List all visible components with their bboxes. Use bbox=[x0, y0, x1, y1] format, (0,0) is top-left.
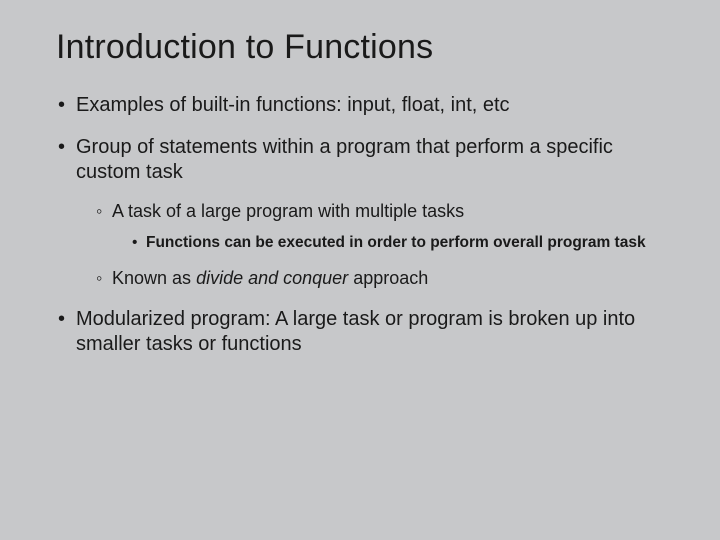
bullet-list: Examples of built-in functions: input, f… bbox=[56, 93, 664, 358]
bullet-text: Modularized program: A large task or pro… bbox=[76, 308, 635, 356]
sub-bullet-text-suffix: approach bbox=[348, 268, 428, 288]
sub-bullet-text-prefix: Known as bbox=[112, 268, 196, 288]
sub-bullet-list: A task of a large program with multiple … bbox=[76, 200, 664, 291]
slide-title: Introduction to Functions bbox=[56, 28, 664, 67]
subsub-bullet-item: Functions can be executed in order to pe… bbox=[132, 233, 664, 253]
sub-bullet-text: A task of a large program with multiple … bbox=[112, 201, 464, 221]
bullet-text: Group of statements within a program tha… bbox=[76, 136, 613, 184]
subsub-bullet-list: Functions can be executed in order to pe… bbox=[112, 233, 664, 253]
sub-bullet-item: A task of a large program with multiple … bbox=[96, 200, 664, 254]
sub-bullet-item: Known as divide and conquer approach bbox=[96, 267, 664, 290]
subsub-bullet-text: Functions can be executed in order to pe… bbox=[146, 234, 646, 251]
slide: Introduction to Functions Examples of bu… bbox=[0, 0, 720, 540]
bullet-item: Group of statements within a program tha… bbox=[56, 135, 664, 291]
bullet-text: Examples of built-in functions: input, f… bbox=[76, 94, 510, 116]
bullet-item: Modularized program: A large task or pro… bbox=[56, 307, 664, 358]
sub-bullet-text-italic: divide and conquer bbox=[196, 268, 348, 288]
bullet-item: Examples of built-in functions: input, f… bbox=[56, 93, 664, 119]
